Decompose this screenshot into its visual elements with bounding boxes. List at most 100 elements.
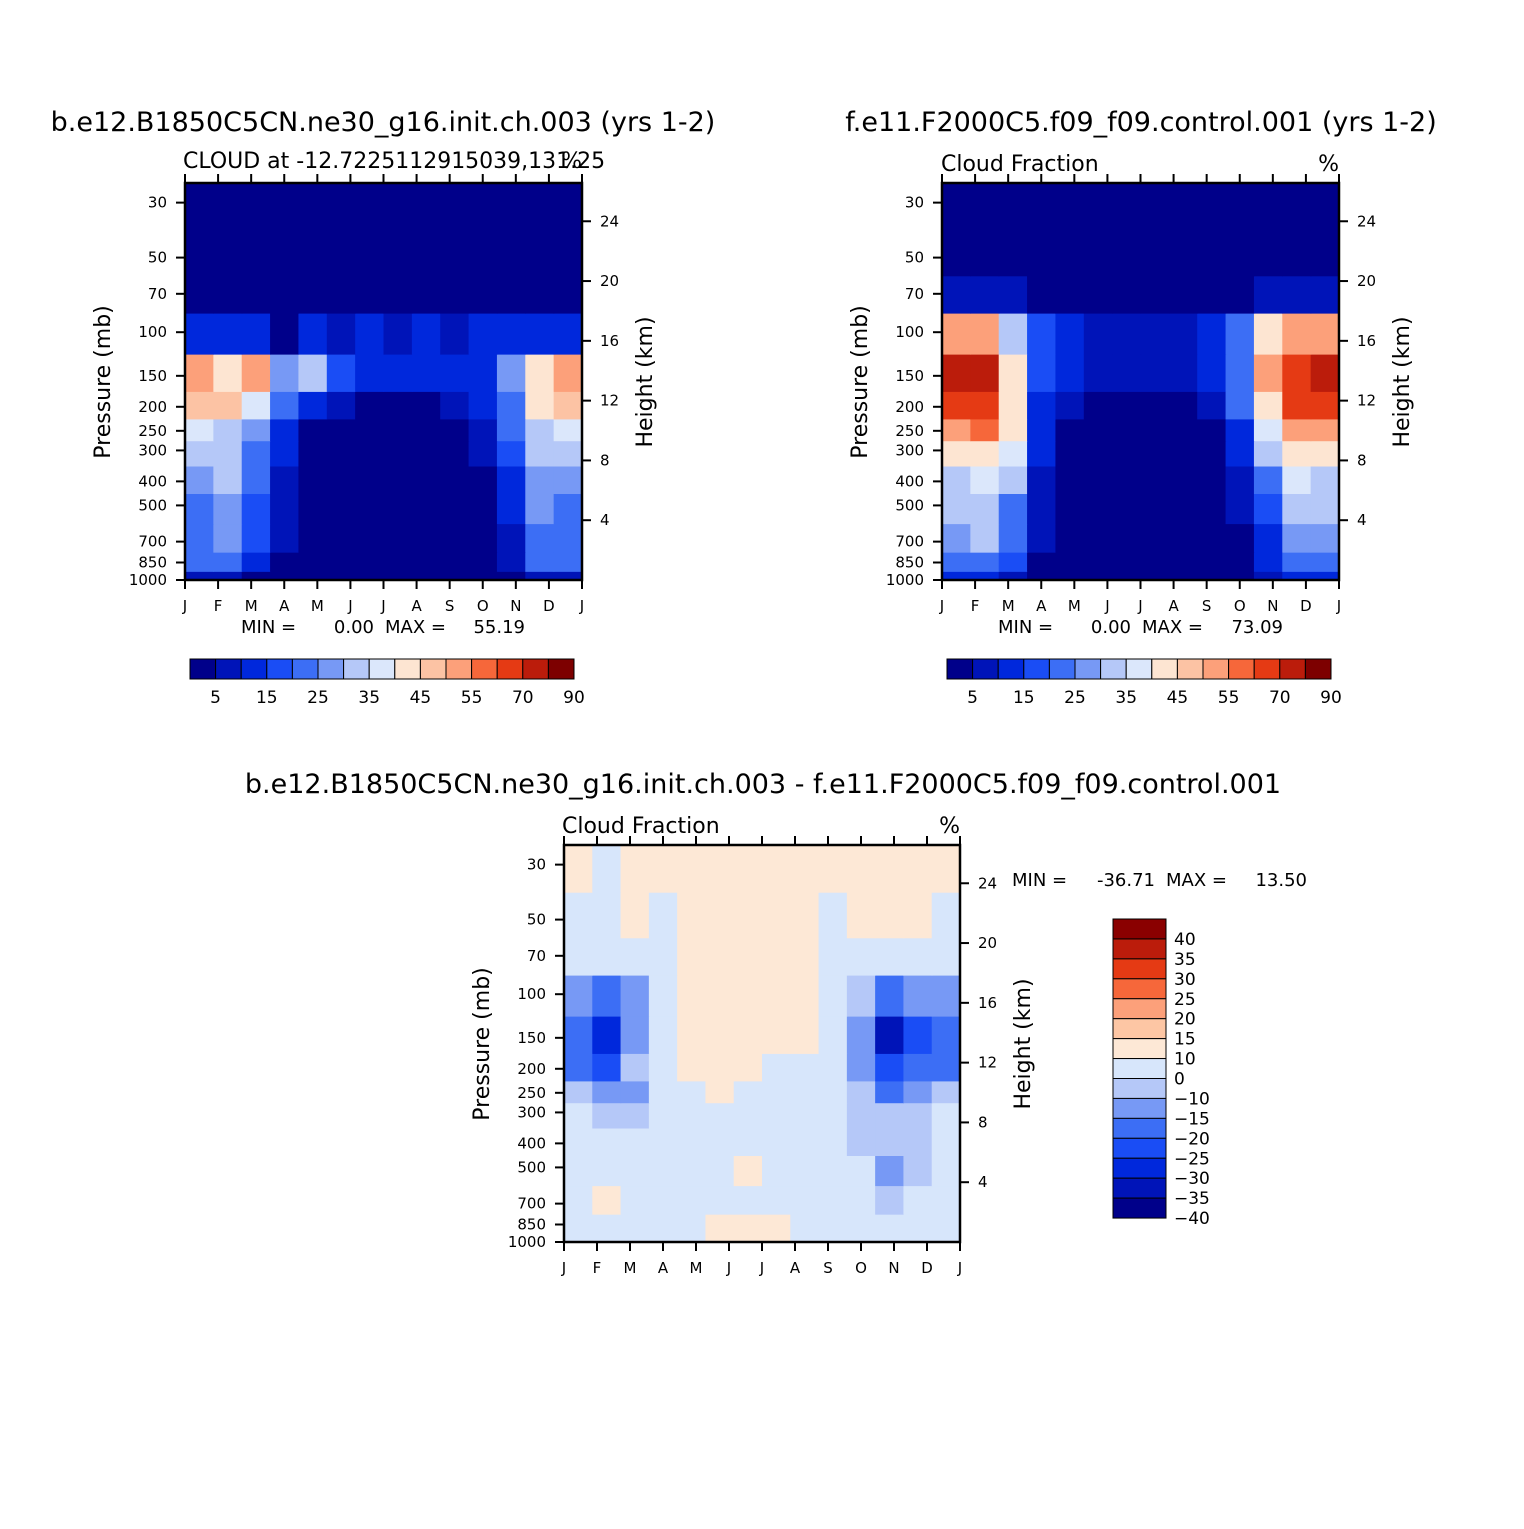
x-tick-label: F xyxy=(214,597,223,615)
field-cell xyxy=(648,1127,678,1156)
field-cell xyxy=(648,1102,678,1129)
colorbar-box xyxy=(1112,1157,1167,1179)
field-cell xyxy=(355,275,385,314)
field-cell xyxy=(648,1233,678,1243)
field-cell xyxy=(496,493,526,525)
field-cell xyxy=(440,183,470,231)
panel-2-units: % xyxy=(1318,152,1339,177)
y-tick-label: 250 xyxy=(517,1084,546,1102)
field-cell xyxy=(1027,493,1057,525)
field-cell xyxy=(931,1185,961,1215)
colorbar-box xyxy=(1279,658,1306,680)
field-cell xyxy=(1083,523,1113,553)
y-right-tick-label: 24 xyxy=(978,874,997,892)
field-cell xyxy=(564,845,593,893)
field-cell xyxy=(592,1102,622,1129)
field-cell xyxy=(846,975,876,1017)
field-cell xyxy=(931,1016,961,1054)
field-cell xyxy=(648,1080,678,1104)
field-cell xyxy=(733,1053,763,1082)
field-cell xyxy=(818,845,848,893)
x-tick-label: M xyxy=(311,597,324,615)
field-cell xyxy=(1225,571,1255,581)
field-cell xyxy=(592,845,622,893)
field-cell xyxy=(564,1127,593,1156)
x-tick-label: N xyxy=(888,1259,899,1277)
field-cell xyxy=(970,440,1000,467)
field-cell xyxy=(998,391,1028,420)
field-cell xyxy=(525,571,555,581)
field-cell xyxy=(790,937,820,976)
field-cell xyxy=(620,937,650,976)
field-cell xyxy=(1027,571,1057,581)
colorbar-label: 35 xyxy=(1115,688,1137,708)
field-cell xyxy=(213,493,243,525)
field-cell xyxy=(818,1102,848,1129)
field-cell xyxy=(970,313,1000,355)
colorbar-box xyxy=(1112,958,1167,980)
field-cell xyxy=(970,183,1000,231)
x-tick-label: M xyxy=(690,1259,703,1277)
y-right-tick-label: 20 xyxy=(978,934,997,952)
y-tick-label: 500 xyxy=(895,496,924,514)
field-cell xyxy=(677,1102,707,1129)
field-cell xyxy=(931,1155,961,1187)
panel-1-colorbar: 5 15 25 35 45 55 70 90 xyxy=(189,658,585,708)
field-cell xyxy=(213,440,243,467)
field-cell xyxy=(241,440,271,467)
field-cell xyxy=(620,845,650,893)
field-cell xyxy=(733,975,763,1017)
field-cell xyxy=(270,313,300,355)
field-cell xyxy=(1168,465,1198,494)
field-cell xyxy=(846,1214,876,1234)
field-cell xyxy=(525,313,555,355)
panel-2-colorbar: 5 15 25 35 45 55 70 90 xyxy=(946,658,1342,708)
colorbar-box xyxy=(1112,1197,1167,1219)
colorbar-box xyxy=(1112,978,1167,1000)
field-cell xyxy=(1282,440,1312,467)
y-tick-label: 150 xyxy=(517,1029,546,1047)
field-cell xyxy=(677,1127,707,1156)
field-cell xyxy=(383,493,413,525)
field-cell xyxy=(298,183,328,231)
field-cell xyxy=(818,1053,848,1082)
panel-3-ylabel-right: Height (km) xyxy=(1011,978,1036,1109)
field-cell xyxy=(648,1016,678,1054)
y-right-tick-label: 24 xyxy=(1357,212,1376,230)
field-cell xyxy=(705,1080,735,1104)
field-cell xyxy=(383,275,413,314)
field-cell xyxy=(496,440,526,467)
field-cell xyxy=(1282,230,1312,277)
field-cell xyxy=(564,975,593,1017)
field-cell xyxy=(1253,523,1283,553)
field-cell xyxy=(677,1185,707,1215)
colorbar-box xyxy=(972,658,999,680)
field-cell xyxy=(1253,440,1283,467)
field-cell xyxy=(383,465,413,494)
field-cell xyxy=(383,418,413,442)
field-cell xyxy=(705,1053,735,1082)
x-tick-label: D xyxy=(543,597,555,615)
field-cell xyxy=(1083,493,1113,525)
colorbar-box xyxy=(368,658,396,680)
field-cell xyxy=(1310,275,1340,314)
field-cell xyxy=(620,1127,650,1156)
y-tick-label: 1000 xyxy=(129,571,167,589)
y-tick-label: 1000 xyxy=(886,571,924,589)
panel-1-max-value: 55.19 xyxy=(473,617,525,638)
colorbar-label: 40 xyxy=(1174,930,1196,950)
field-cell xyxy=(496,354,526,392)
field-cell xyxy=(1225,440,1255,467)
field-cell xyxy=(241,354,271,392)
field-cell xyxy=(677,1155,707,1187)
field-cell xyxy=(496,230,526,277)
field-cell xyxy=(185,275,214,314)
field-cell xyxy=(1225,230,1255,277)
field-cell xyxy=(733,1080,763,1104)
colorbar-box xyxy=(496,658,524,680)
field-cell xyxy=(411,523,441,553)
field-cell xyxy=(553,571,583,581)
colorbar-label: 35 xyxy=(358,688,380,708)
x-tick-label: S xyxy=(823,1259,833,1277)
field-cell xyxy=(1083,354,1113,392)
